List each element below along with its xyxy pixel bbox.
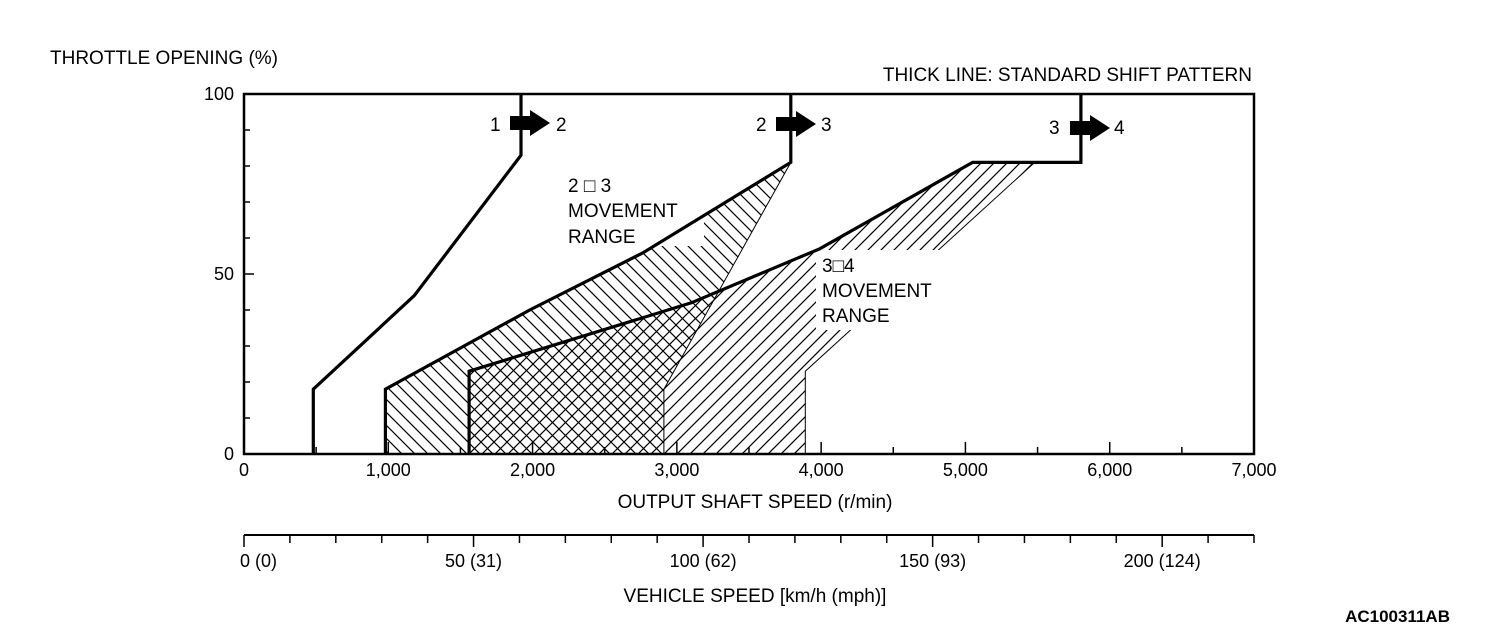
x2-tick-label: 0 (0) bbox=[240, 551, 277, 571]
arrow-1-2: 1 2 bbox=[490, 110, 567, 136]
x-tick-label: 1,000 bbox=[366, 460, 411, 480]
arrow34-icon bbox=[1070, 115, 1110, 141]
x-tick-label: 0 bbox=[239, 460, 249, 480]
x-tick-label: 5,000 bbox=[943, 460, 988, 480]
arrow12-to: 2 bbox=[556, 115, 567, 136]
x2-tick-label: 100 (62) bbox=[670, 551, 737, 571]
shift-line-1-2 bbox=[311, 94, 523, 454]
x-tick-label: 3,000 bbox=[654, 460, 699, 480]
y-tick-label: 50 bbox=[214, 264, 234, 284]
range23-line1: MOVEMENT bbox=[568, 201, 678, 222]
x-tick-label: 4,000 bbox=[799, 460, 844, 480]
x-tick-label: 6,000 bbox=[1087, 460, 1132, 480]
range34-label: 3□4 MOVEMENT RANGE bbox=[822, 256, 932, 327]
arrow34-to: 4 bbox=[1114, 118, 1125, 139]
x-tick-label: 7,000 bbox=[1231, 460, 1276, 480]
range23-label-bg bbox=[562, 168, 704, 246]
arrow12-icon bbox=[510, 110, 550, 136]
range23-title: 2 □ 3 bbox=[568, 176, 611, 197]
range34-title: 3□4 bbox=[822, 256, 855, 277]
figure-code: AC100311AB bbox=[1345, 607, 1450, 626]
range34-label-bg bbox=[816, 250, 950, 330]
arrow12-from: 1 bbox=[490, 115, 501, 136]
x2-tick-label: 200 (124) bbox=[1124, 551, 1201, 571]
y-axis-ticks: 0 50 100 bbox=[204, 84, 254, 464]
range23-line2: RANGE bbox=[568, 227, 636, 248]
x-axis-ticks: 0 1,000 2,000 3,000 4,000 5,000 6,000 7,000 bbox=[239, 442, 1277, 480]
arrow-2-3: 2 3 bbox=[756, 111, 832, 137]
x2-axis-title: VEHICLE SPEED [km/h (mph)] bbox=[624, 586, 887, 607]
shift-line-3-4 bbox=[467, 94, 1083, 454]
x2-tick-label: 50 (31) bbox=[445, 551, 502, 571]
y-axis-title: THROTTLE OPENING (%) bbox=[50, 48, 278, 69]
arrow23-icon bbox=[776, 111, 816, 137]
range34-line2: RANGE bbox=[822, 306, 890, 327]
y-tick-label: 0 bbox=[224, 444, 234, 464]
chart-note: THICK LINE: STANDARD SHIFT PATTERN bbox=[883, 65, 1252, 86]
x2-tick-label: 150 (93) bbox=[899, 551, 966, 571]
shift-line-2-3 bbox=[383, 94, 793, 454]
y-tick-label: 100 bbox=[204, 84, 234, 104]
x-axis-title: OUTPUT SHAFT SPEED (r/min) bbox=[618, 492, 893, 513]
arrow34-from: 3 bbox=[1049, 118, 1060, 139]
range34-line1: MOVEMENT bbox=[822, 281, 932, 302]
arrow23-to: 3 bbox=[821, 115, 832, 136]
x2-axis-ticks: 0 (0) 50 (31) 100 (62) 150 (93) 200 (124) bbox=[240, 535, 1255, 571]
x-tick-label: 2,000 bbox=[510, 460, 555, 480]
shift-lines bbox=[311, 94, 1083, 454]
range23-label: 2 □ 3 MOVEMENT RANGE bbox=[568, 176, 678, 248]
arrow-3-4: 3 4 bbox=[1049, 115, 1125, 141]
arrow23-from: 2 bbox=[756, 115, 767, 136]
